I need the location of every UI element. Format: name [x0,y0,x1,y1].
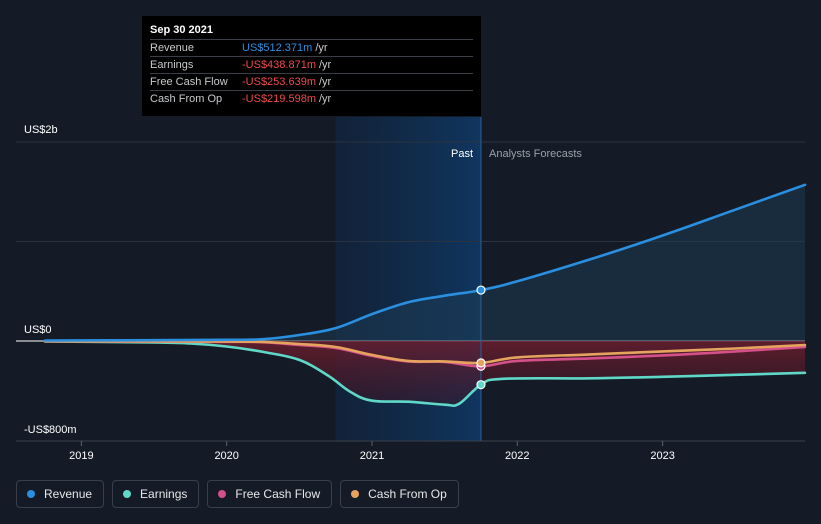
legend: Revenue Earnings Free Cash Flow Cash Fro… [16,480,459,508]
tooltip-label: Free Cash Flow [150,76,228,88]
cash-from-op-marker[interactable] [476,358,486,368]
tooltip-unit: /yr [319,76,332,88]
x-axis: 2019 2020 2021 2022 2023 [69,441,675,462]
x-tick-label: 2020 [214,450,238,462]
tooltip-label: Revenue [150,42,195,54]
revenue-marker[interactable] [476,285,486,295]
tooltip-value: -US$253.639m [242,76,316,88]
tooltip-label: Cash From Op [150,93,223,105]
x-tick-label: 2021 [360,450,384,462]
tooltip-date: Sep 30 2021 [150,24,213,36]
tooltip-value: -US$438.871m [242,59,316,71]
legend-revenue-button[interactable]: Revenue [16,480,105,508]
legend-label: Free Cash Flow [235,487,321,501]
legend-label: Earnings [140,487,188,501]
tooltip-row-cash-from-op: Cash From Op -US$219.598m /yr [150,90,473,107]
series-layer [43,183,807,407]
revenue-dot-icon [27,490,35,498]
revenue-line [43,183,807,342]
legend-label: Cash From Op [368,487,447,501]
x-tick-label: 2019 [69,450,93,462]
legend-earnings-button[interactable]: Earnings [112,480,200,508]
tooltip: Sep 30 2021 Revenue US$512.371m /yr Earn… [142,16,481,116]
earnings-dot-icon [123,490,132,498]
tooltip-unit: /yr [315,42,328,54]
revenue-area [45,184,805,341]
earnings-line [43,340,807,407]
legend-label: Revenue [44,487,93,501]
legend-cash-from-op-button[interactable]: Cash From Op [340,480,459,508]
tooltip-row-revenue: Revenue US$512.371m /yr [150,39,473,56]
x-tick-label: 2023 [650,450,674,462]
legend-free-cash-flow-button[interactable]: Free Cash Flow [207,480,333,508]
earnings-marker[interactable] [476,380,486,390]
past-label: Past [451,148,473,160]
y-label-bottom: -US$800m [24,424,77,436]
tooltip-value: -US$219.598m [242,93,316,105]
y-label-top: US$2b [24,124,58,136]
forecast-label: Analysts Forecasts [489,148,582,160]
tooltip-label: Earnings [150,59,194,71]
tooltip-value: US$512.371m [242,42,313,54]
x-tick-label: 2022 [505,450,529,462]
y-label-zero: US$0 [24,324,52,336]
tooltip-unit: /yr [319,59,332,71]
cash-from-op-dot-icon [351,490,360,498]
free-cash-flow-dot-icon [218,490,227,498]
tooltip-row-free-cash-flow: Free Cash Flow -US$253.639m /yr [150,73,473,90]
tooltip-row-earnings: Earnings -US$438.871m /yr [150,56,473,73]
cash-from-op-line [43,339,807,365]
tooltip-unit: /yr [319,93,332,105]
marker-layer [476,285,486,390]
